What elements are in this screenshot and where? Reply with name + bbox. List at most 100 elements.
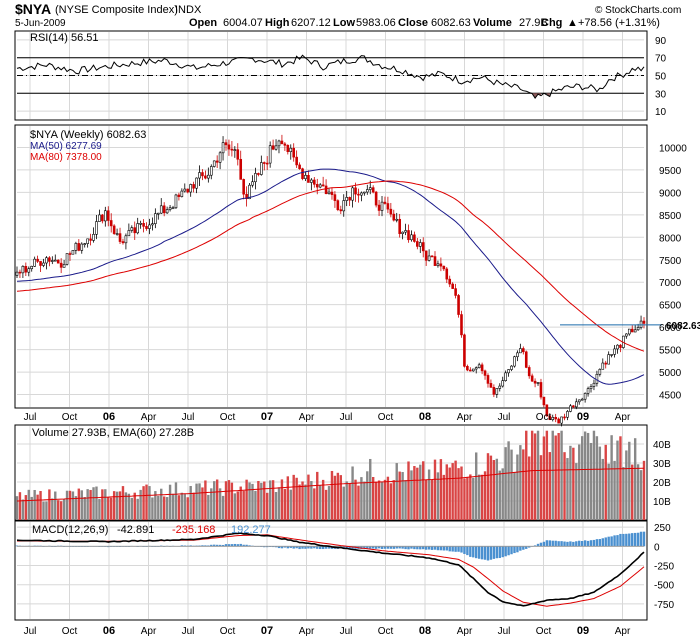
price-candle <box>407 230 410 241</box>
macd-histogram-bar <box>401 546 404 549</box>
price-candle <box>324 185 328 195</box>
volume-bar <box>101 489 104 520</box>
price-candle <box>592 382 596 387</box>
volume-bar <box>486 453 490 520</box>
volume-bar <box>321 479 325 520</box>
price-candle <box>139 223 142 225</box>
volume-tick-label: 10B <box>653 497 671 508</box>
volume-bar <box>519 445 522 520</box>
volume-bar <box>548 452 552 520</box>
macd-histogram-bar <box>628 533 631 547</box>
volume-bar <box>118 491 122 520</box>
price-candle <box>277 140 281 147</box>
ohlc-high-value: 6207.12 <box>291 17 331 29</box>
macd-histogram-bar <box>477 546 481 559</box>
macd-histogram-bar <box>422 546 425 550</box>
macd-histogram-bar <box>313 546 316 549</box>
volume-bar <box>59 501 63 520</box>
macd-tick-label: 0 <box>654 542 660 553</box>
volume-bar <box>207 494 210 520</box>
ma80-line <box>16 180 645 352</box>
symbol-title: $NYA <box>15 1 51 17</box>
macd-histogram-bar <box>395 546 398 549</box>
volume-bar <box>516 454 519 520</box>
price-candle <box>133 227 137 234</box>
volume-bar <box>77 488 81 520</box>
x-tick-label: 07 <box>261 625 273 637</box>
volume-bar <box>313 488 316 520</box>
macd-histogram-bar <box>377 546 381 549</box>
price-candle <box>616 344 619 350</box>
volume-bar <box>74 496 78 520</box>
volume-bar <box>286 476 290 520</box>
price-candle <box>18 271 22 274</box>
macd-histogram-bar <box>539 542 543 547</box>
macd-histogram-bar <box>575 541 578 547</box>
volume-bar <box>139 489 142 520</box>
price-candle <box>248 184 251 200</box>
macd-histogram-bar <box>589 540 593 547</box>
price-candle <box>480 364 484 372</box>
macd-histogram-bar <box>545 540 549 547</box>
volume-bar <box>589 442 593 520</box>
volume-bar <box>92 487 95 520</box>
price-candle <box>115 233 119 235</box>
price-candle <box>542 396 546 406</box>
price-candle <box>315 184 319 188</box>
volume-bar <box>289 489 292 520</box>
price-candle <box>218 152 222 163</box>
volume-bar <box>363 481 366 520</box>
volume-bar <box>407 461 410 520</box>
volume-bar <box>142 486 145 520</box>
exchange-label: INDX <box>175 4 202 16</box>
macd-histogram-bar <box>286 546 290 549</box>
macd-histogram-bar <box>586 540 590 547</box>
volume-bar <box>330 470 334 520</box>
price-candle <box>245 193 248 200</box>
price-candle <box>233 149 237 151</box>
price-candle <box>439 263 443 267</box>
price-candle <box>142 223 145 227</box>
x-tick-label: Jul <box>182 626 195 637</box>
macd-histogram-bar <box>180 545 184 547</box>
x-tick-label: Oct <box>220 412 236 423</box>
volume-bar <box>177 495 181 520</box>
price-candle <box>513 356 516 367</box>
volume-bar <box>95 486 98 520</box>
price-candle <box>454 288 457 296</box>
volume-bar <box>633 438 637 520</box>
volume-bar <box>451 463 454 520</box>
volume-bar <box>525 430 528 520</box>
price-tick-label: 6000 <box>659 323 682 334</box>
price-candle <box>68 253 72 255</box>
rsi-line <box>16 54 645 99</box>
price-candle <box>563 416 566 419</box>
ohlc-low-label: Low <box>333 17 355 29</box>
x-tick-label: 06 <box>103 411 115 423</box>
volume-bar <box>445 464 448 520</box>
price-candle <box>363 191 366 194</box>
price-candle <box>310 179 313 183</box>
macd-histogram-bar <box>301 546 304 549</box>
macd-histogram-bar <box>386 546 390 549</box>
price-candle <box>109 220 113 227</box>
volume-bar <box>316 471 319 520</box>
price-candle <box>574 401 578 408</box>
volume-bar <box>204 480 207 520</box>
volume-bar <box>336 472 340 520</box>
macd-histogram-bar <box>233 543 237 547</box>
volume-bar <box>563 452 566 520</box>
volume-bar <box>224 481 228 520</box>
macd-histogram-bar <box>642 531 646 547</box>
price-candle <box>545 404 549 417</box>
price-candle <box>65 253 69 265</box>
macd-histogram-bar <box>445 546 448 551</box>
volume-bar <box>389 483 393 520</box>
volume-bar <box>257 480 260 520</box>
volume-bar <box>45 501 48 520</box>
macd-histogram-bar <box>230 544 234 547</box>
volume-bar <box>339 475 343 520</box>
volume-bar <box>54 491 57 520</box>
macd-histogram-bar <box>607 536 610 547</box>
volume-bar <box>165 497 169 520</box>
